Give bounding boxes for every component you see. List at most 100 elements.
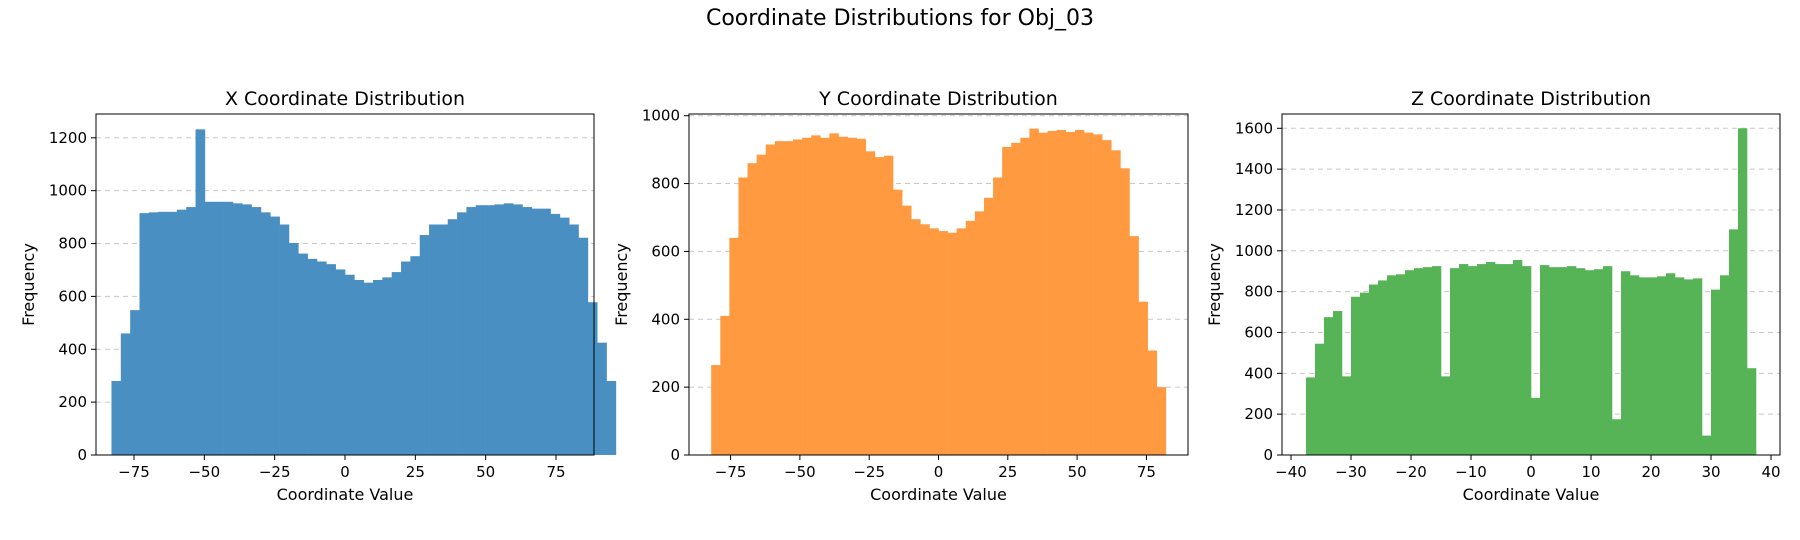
histogram-bar	[1083, 132, 1094, 456]
histogram-bar	[774, 141, 785, 455]
histogram-bar	[1020, 137, 1030, 455]
histogram-bar	[865, 151, 876, 456]
histogram-bar	[1621, 271, 1631, 455]
y-tick-label: 200	[651, 378, 680, 396]
histogram-bar	[1002, 146, 1012, 455]
histogram-bar	[1138, 301, 1148, 455]
histogram-bar	[1477, 264, 1487, 455]
histogram-bar	[120, 333, 131, 455]
x-tick-label: 75	[1137, 463, 1156, 481]
histogram-bar	[214, 201, 224, 455]
histogram-bar	[765, 144, 776, 456]
histogram-bar	[270, 216, 280, 455]
histogram-bar	[1360, 292, 1370, 455]
histogram-bar	[148, 212, 159, 455]
histogram-bar	[298, 253, 308, 455]
histogram-bar	[494, 204, 505, 455]
histogram-bar	[382, 277, 393, 455]
x-tick-label: −25	[853, 463, 885, 481]
histogram-bar	[1093, 134, 1103, 455]
histogram-bar	[929, 228, 939, 455]
y-tick-label: 1000	[642, 107, 680, 125]
histogram-bar	[1432, 266, 1442, 455]
histogram-bar	[139, 213, 150, 455]
y-tick-label: 200	[58, 393, 87, 411]
histogram-bar	[1342, 376, 1352, 455]
y-axis-label: Frequency	[612, 243, 631, 326]
y-tick-label: 1200	[1235, 201, 1273, 219]
y-tick-label: 0	[670, 446, 680, 464]
y-axis-label: Frequency	[1205, 243, 1224, 326]
histogram-bar	[811, 135, 821, 456]
histogram-bar	[1558, 267, 1568, 455]
histogram-bar	[1504, 264, 1514, 455]
histogram-bar	[1603, 266, 1613, 455]
histogram-bar	[838, 136, 848, 455]
y-axis-label: Frequency	[19, 243, 38, 326]
histogram-bar	[1459, 264, 1469, 455]
histogram-bar	[1585, 270, 1595, 455]
x-tick-label: 10	[1581, 463, 1600, 481]
histogram-bar	[167, 211, 178, 455]
histogram-bar	[756, 154, 767, 455]
histogram-bar	[503, 203, 514, 455]
histogram-bar	[1747, 368, 1757, 455]
histogram-bar	[578, 237, 589, 455]
histogram-bar	[1351, 296, 1361, 455]
histogram-bar	[242, 204, 252, 455]
y-tick-label: 1000	[1235, 242, 1273, 260]
histogram-bar	[391, 272, 402, 455]
histogram-bar	[1738, 128, 1748, 456]
x-tick-label: 0	[934, 463, 944, 481]
histogram-bar	[550, 213, 561, 455]
histogram-bar	[802, 137, 812, 455]
histogram-bar	[1657, 276, 1667, 455]
histogram-bar	[354, 280, 364, 455]
chart-title: Z Coordinate Distribution	[1411, 88, 1651, 110]
chart-panel-2: −75 −50 −25 0 25 50 75 0 200 400 600 800 1000 Y Coord…	[612, 88, 1189, 504]
histogram-bar	[1540, 265, 1550, 455]
histogram-bar	[1441, 376, 1451, 455]
histogram-bar	[1324, 317, 1334, 455]
histogram-bar	[466, 207, 477, 455]
histogram-bar	[793, 139, 803, 455]
x-tick-label: −25	[259, 463, 291, 481]
y-tick-label: 600	[58, 287, 87, 305]
histogram-bar	[1129, 236, 1139, 455]
histogram-bar	[1693, 278, 1703, 455]
histogram-bar	[1711, 289, 1721, 455]
histogram-bar	[738, 177, 748, 455]
histogram-bar	[1011, 142, 1021, 455]
x-axis-label: Coordinate Value	[277, 485, 414, 504]
histogram-bar	[158, 211, 168, 455]
y-tick-label: 600	[651, 242, 680, 260]
histogram-bar	[1720, 275, 1730, 455]
histogram-bar	[606, 380, 617, 455]
histogram-bar	[1333, 311, 1343, 455]
x-tick-label: 0	[340, 463, 350, 481]
x-tick-label: 25	[406, 463, 425, 481]
histogram-bar	[475, 205, 486, 455]
figure-suptitle: Coordinate Distributions for Obj_03	[705, 6, 1095, 31]
x-tick-label: −50	[188, 463, 220, 481]
histogram-bar	[251, 207, 262, 455]
histogram-bar	[559, 217, 570, 455]
y-tick-label: 1000	[49, 182, 87, 200]
histogram-bar	[363, 282, 374, 455]
histogram-bar	[1702, 435, 1712, 455]
histogram-bar	[1038, 132, 1048, 456]
histogram-bar	[438, 224, 449, 455]
histogram-bar	[401, 261, 411, 455]
y-tick-label: 200	[1244, 405, 1273, 423]
histogram-bar	[373, 280, 383, 455]
histogram-bar	[1513, 259, 1523, 455]
histogram-bar	[1111, 150, 1121, 455]
histogram-bar	[1639, 277, 1649, 455]
x-axis-label: Coordinate Value	[870, 485, 1007, 504]
y-tick-label: 600	[1244, 323, 1273, 341]
histogram-bar	[783, 141, 794, 455]
histogram-bar	[983, 197, 994, 455]
histogram-bar	[1450, 268, 1460, 455]
histogram-bar	[1306, 377, 1316, 455]
